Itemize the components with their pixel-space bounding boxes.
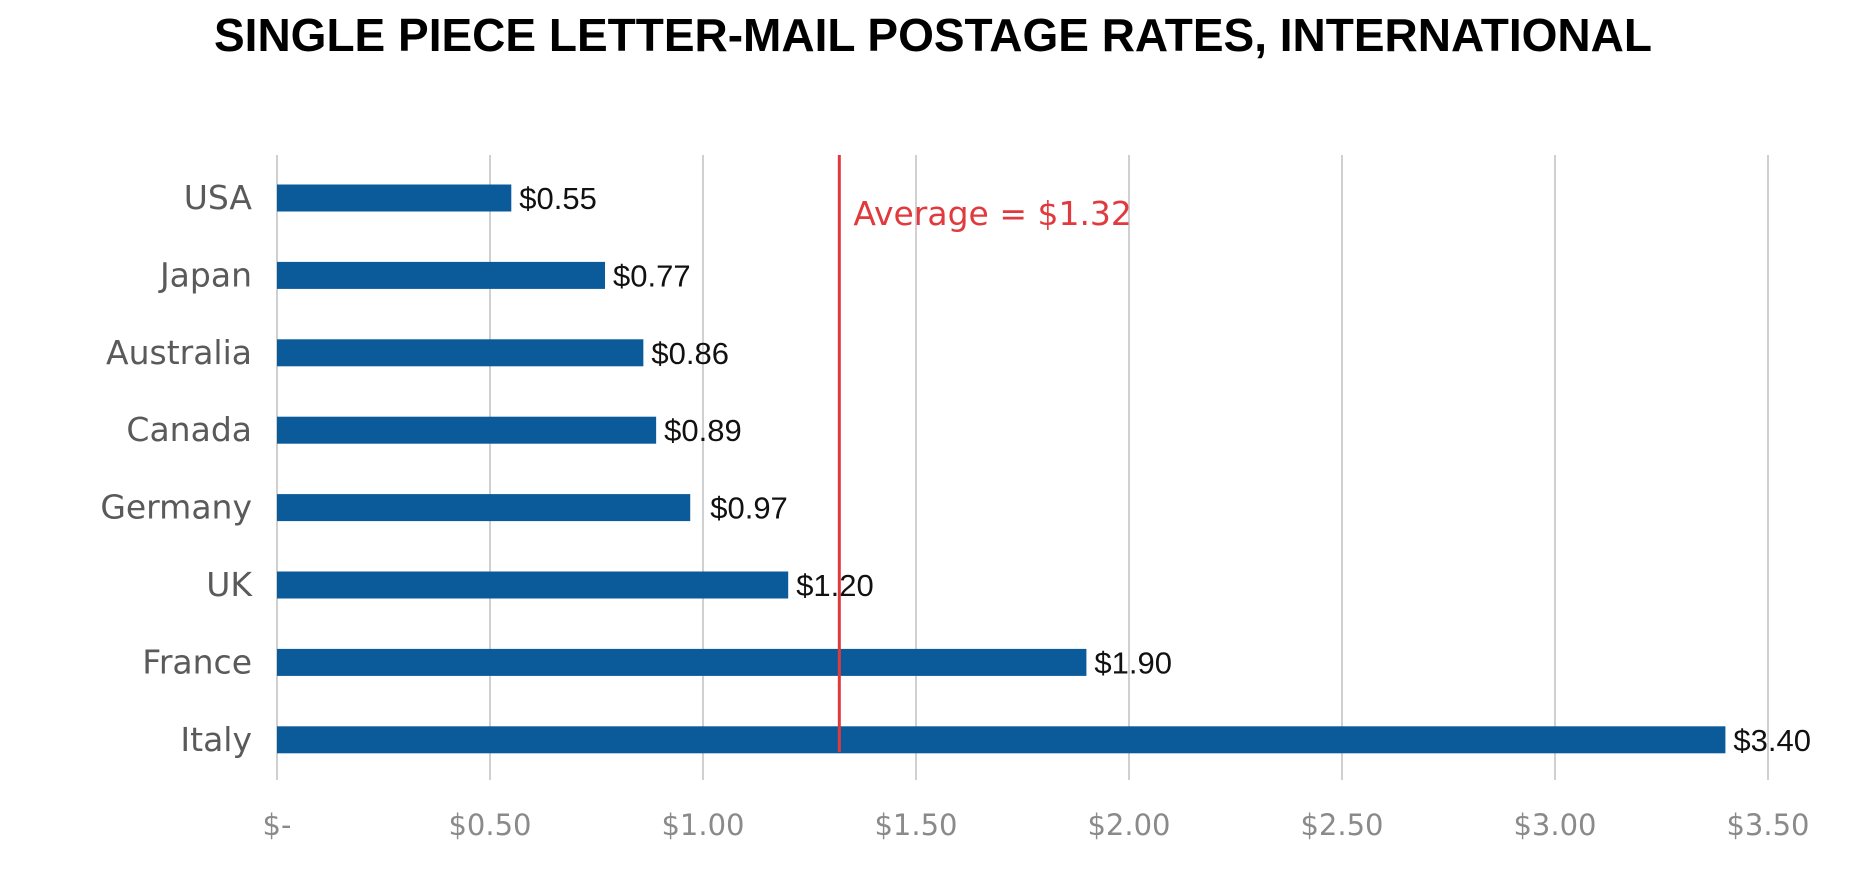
category-labels: USA Japan Australia Canada Germany UK France It… [100, 178, 253, 759]
data-label: $3.40 [1733, 723, 1811, 758]
category-label: Germany [100, 488, 252, 527]
bar-italy [277, 726, 1726, 754]
average-label: Average = $1.32 [853, 194, 1132, 233]
data-label: $0.86 [651, 336, 729, 371]
data-label: $1.20 [796, 568, 874, 603]
grid-lines [276, 155, 1769, 780]
x-tick-label: $3.00 [1513, 808, 1596, 842]
data-label: $0.97 [710, 491, 788, 526]
bar-japan [277, 261, 606, 289]
x-tick-label: $0.50 [448, 808, 531, 842]
bar-germany [277, 494, 691, 522]
x-axis-ticks: $- $0.50 $1.00 $1.50 $2.00 $2.50 $3.00 $3.50 [263, 808, 1810, 842]
x-tick-label: $2.00 [1087, 808, 1170, 842]
bar-france [277, 648, 1087, 676]
x-tick-label: $1.00 [661, 808, 744, 842]
data-label: $0.89 [664, 413, 742, 448]
x-tick-label: $1.50 [874, 808, 957, 842]
data-label: $0.55 [519, 181, 597, 216]
bar-australia [277, 339, 644, 367]
category-label: Canada [126, 410, 252, 449]
value-labels: $0.55 $0.77 $0.86 $0.89 $0.97 $1.20 $1.90 $3.40 [519, 181, 1811, 758]
category-label: USA [184, 178, 253, 217]
category-label: Japan [158, 255, 252, 294]
data-label: $1.90 [1094, 645, 1172, 680]
bar-canada [277, 416, 657, 444]
category-label: Italy [180, 720, 252, 759]
category-label: UK [206, 565, 253, 604]
bar-uk [277, 571, 789, 599]
category-label: Australia [106, 333, 252, 372]
x-tick-label: $3.50 [1726, 808, 1809, 842]
chart-title: SINGLE PIECE LETTER-MAIL POSTAGE RATES, … [214, 9, 1652, 61]
x-tick-label: $- [263, 808, 292, 842]
data-label: $0.77 [613, 258, 691, 293]
bars [277, 184, 1726, 754]
average-reference: Average = $1.32 [837, 155, 1132, 752]
bar-usa [277, 184, 512, 212]
x-tick-label: $2.50 [1300, 808, 1383, 842]
category-label: France [142, 642, 252, 681]
